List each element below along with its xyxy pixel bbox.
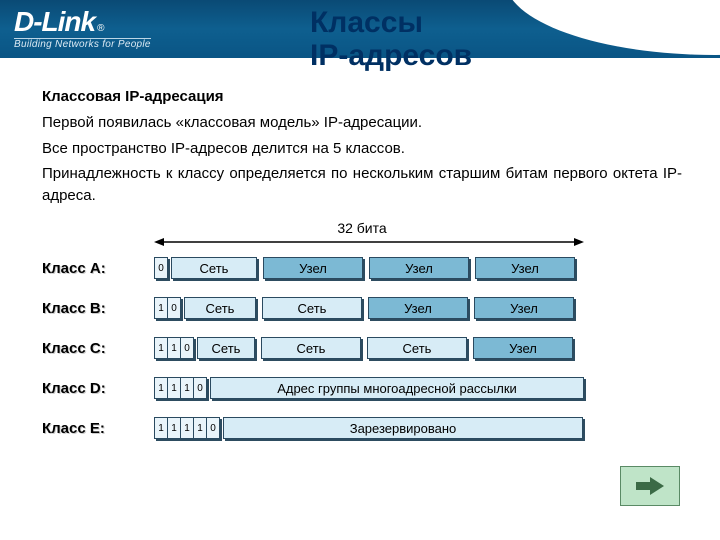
- class-label: Класс D:: [42, 380, 154, 397]
- octet-net: Сеть: [262, 297, 362, 319]
- class-row-a: Класс A:0Сеть Узел Узел Узел: [42, 256, 682, 280]
- bit-cell: 1: [180, 377, 194, 399]
- bit-cell: 0: [206, 417, 220, 439]
- class-row-e: Класс E:11110Зарезервировано: [42, 416, 682, 440]
- class-label: Класс A:: [42, 260, 154, 277]
- title-line-2: IP-адресов: [310, 39, 472, 72]
- width-label: 32 бита: [42, 220, 682, 236]
- class-row-c: Класс C:110СетьСетьСетьУзел: [42, 336, 682, 360]
- bit-cell: 1: [154, 377, 168, 399]
- prefix-bits: 1110: [154, 377, 206, 399]
- prefix-bits: 10: [154, 297, 180, 319]
- octet-host: Узел: [263, 257, 363, 279]
- octet-group: Зарезервировано: [223, 417, 682, 439]
- paragraph-heading: Классовая IP-адресация: [42, 86, 682, 108]
- arrow-right-icon: [636, 475, 664, 497]
- octet-wide: Адрес группы многоадресной рассылки: [210, 377, 584, 399]
- prefix-bits: 110: [154, 337, 193, 359]
- bit-cell: 1: [180, 417, 194, 439]
- class-row-b: Класс B:10СетьСетьУзелУзел: [42, 296, 682, 320]
- bit-cell: 1: [154, 297, 168, 319]
- octet-host: Узел: [473, 337, 573, 359]
- bit-cell: 1: [193, 417, 207, 439]
- paragraph: Первой появилась «классовая модель» IP-а…: [42, 112, 682, 134]
- paragraph: Принадлежность к классу определяется по …: [42, 163, 682, 207]
- slide-title: Классы IP-адресов: [310, 6, 472, 72]
- bit-cell: 1: [167, 337, 181, 359]
- class-label: Класс C:: [42, 340, 154, 357]
- logo-tagline: Building Networks for People: [14, 40, 151, 50]
- registered-icon: ®: [97, 24, 104, 34]
- next-button[interactable]: [620, 466, 680, 506]
- prefix-bits: 0: [154, 257, 167, 279]
- octet-net: Сеть: [184, 297, 256, 319]
- width-arrow: [154, 236, 584, 248]
- class-row-d: Класс D:1110Адрес группы многоадресной р…: [42, 376, 682, 400]
- paragraph: Все пространство IP-адресов делится на 5…: [42, 138, 682, 160]
- header-curve: [500, 0, 720, 58]
- octet-wide: Зарезервировано: [223, 417, 583, 439]
- octet-group: Адрес группы многоадресной рассылки: [210, 377, 682, 399]
- octet-net: Сеть: [197, 337, 255, 359]
- octet-group: Сеть Сеть Сеть Узел: [197, 337, 682, 359]
- bit-cell: 1: [167, 377, 181, 399]
- octet-group: Сеть Сеть Узел Узел: [184, 297, 682, 319]
- octet-host: Узел: [475, 257, 575, 279]
- title-line-1: Классы: [310, 6, 472, 39]
- octet-host: Узел: [368, 297, 468, 319]
- bit-cell: 0: [193, 377, 207, 399]
- octet-net: Сеть: [367, 337, 467, 359]
- octet-group: Сеть Узел Узел Узел: [171, 257, 682, 279]
- body-text: Классовая IP-адресация Первой появилась …: [42, 86, 682, 211]
- octet-net: Сеть: [171, 257, 257, 279]
- ip-class-diagram: 32 бита Класс A:0СетьУзелУзелУзелКласс B…: [42, 220, 682, 456]
- bit-cell: 0: [154, 257, 168, 279]
- logo-text: D-Link: [14, 8, 95, 36]
- class-label: Класс B:: [42, 300, 154, 317]
- bit-cell: 0: [167, 297, 181, 319]
- class-label: Класс E:: [42, 420, 154, 437]
- bit-cell: 1: [154, 417, 168, 439]
- bit-cell: 1: [167, 417, 181, 439]
- octet-host: Узел: [474, 297, 574, 319]
- octet-host: Узел: [369, 257, 469, 279]
- logo: D-Link ® Building Networks for People: [14, 8, 151, 50]
- bit-cell: 0: [180, 337, 194, 359]
- prefix-bits: 11110: [154, 417, 219, 439]
- octet-net: Сеть: [261, 337, 361, 359]
- bit-cell: 1: [154, 337, 168, 359]
